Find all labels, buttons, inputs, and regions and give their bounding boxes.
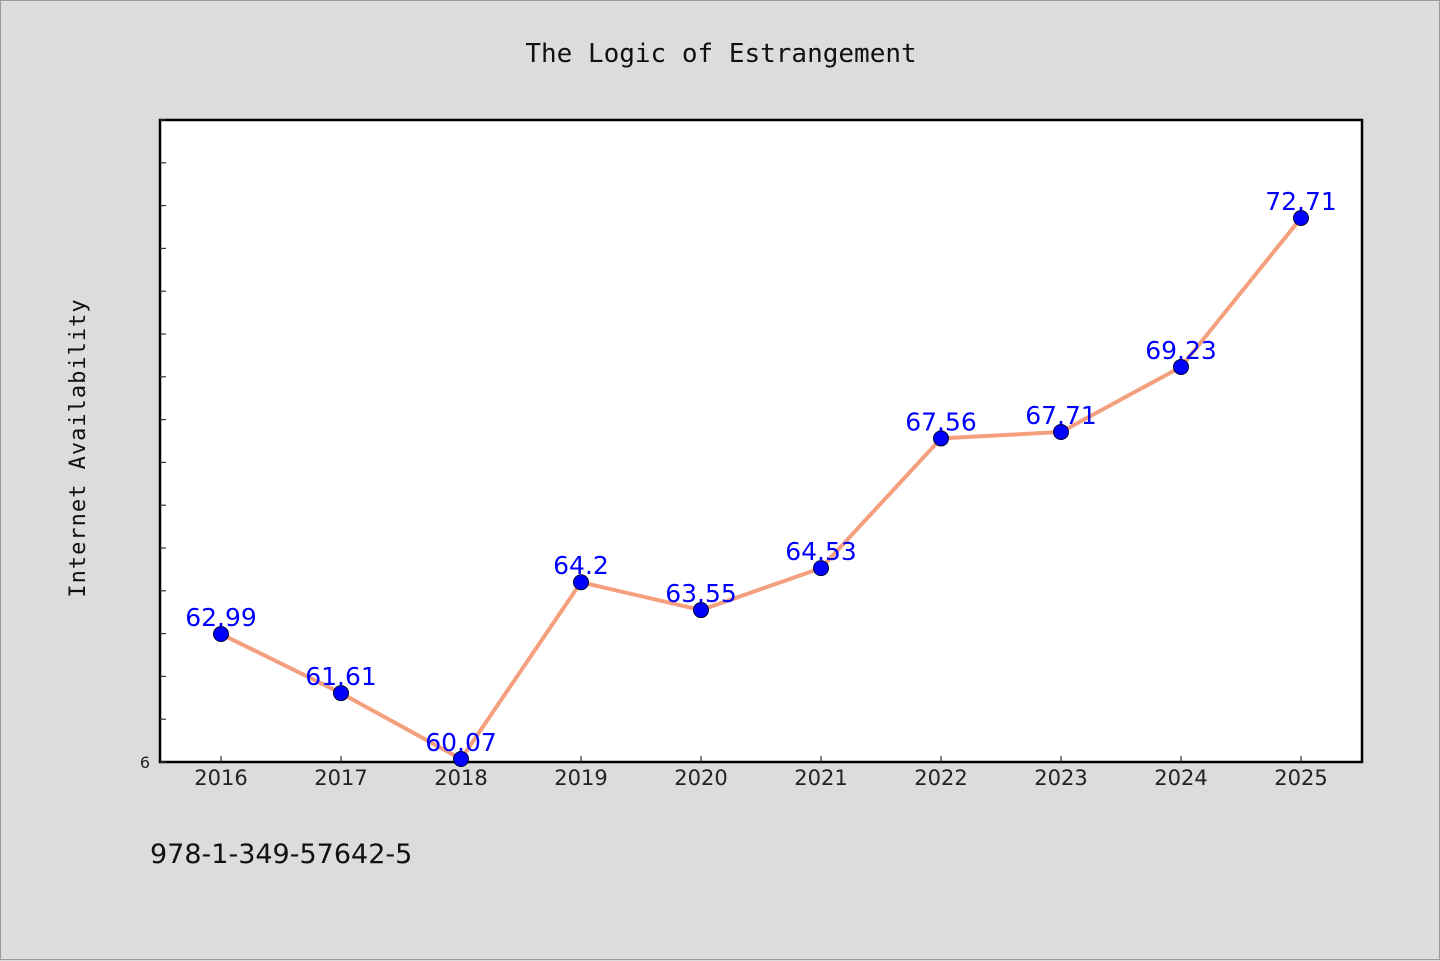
data-label: 60.07 [425,728,497,757]
data-point [1173,358,1189,375]
data-label: 72.71 [1265,187,1337,216]
data-label: 62.99 [185,603,257,632]
chart-title: The Logic of Estrangement [525,39,916,69]
data-label: 64.53 [785,537,857,566]
data-point [1053,424,1069,441]
y-axis-ticks: 6 [140,119,166,772]
data-label: 64.2 [553,551,609,580]
x-tick-label: 2016 [194,766,247,790]
data-label: 69.23 [1145,336,1217,365]
x-tick-label: 2018 [434,766,487,790]
data-label: 63.55 [665,579,737,608]
data-label: 67.56 [905,407,977,436]
data-point [1293,210,1309,227]
x-tick-label: 2021 [794,766,847,790]
series-group: 62.99 61.61 60.07 64.2 63.55 64.53 67.56 67.71 6… [185,187,1337,768]
data-point [813,560,829,577]
x-tick-label: 2024 [1154,766,1207,790]
series-line [219,216,1303,762]
data-point [453,751,469,768]
x-tick-label: 2019 [554,766,607,790]
data-label: 67.71 [1025,401,1097,430]
x-tick-label: 2020 [674,766,727,790]
data-label: 61.61 [305,662,377,691]
y-tick-label: 6 [140,753,150,772]
data-point [573,574,589,591]
data-point [933,430,949,447]
data-point [213,626,229,643]
plot-area [158,118,1364,764]
data-point [333,685,349,702]
x-tick-label: 2023 [1034,766,1087,790]
data-point [693,602,709,619]
x-tick-label: 2022 [914,766,967,790]
x-axis-ticks: 2016 2017 2018 2019 2020 2021 2022 2023 2024 2025 [194,756,1328,790]
x-tick-label: 2025 [1274,766,1327,790]
isbn-label: 978-1-349-57642-5 [150,839,412,870]
x-tick-label: 2017 [314,766,367,790]
y-axis-label: Internet Availability [66,298,91,597]
